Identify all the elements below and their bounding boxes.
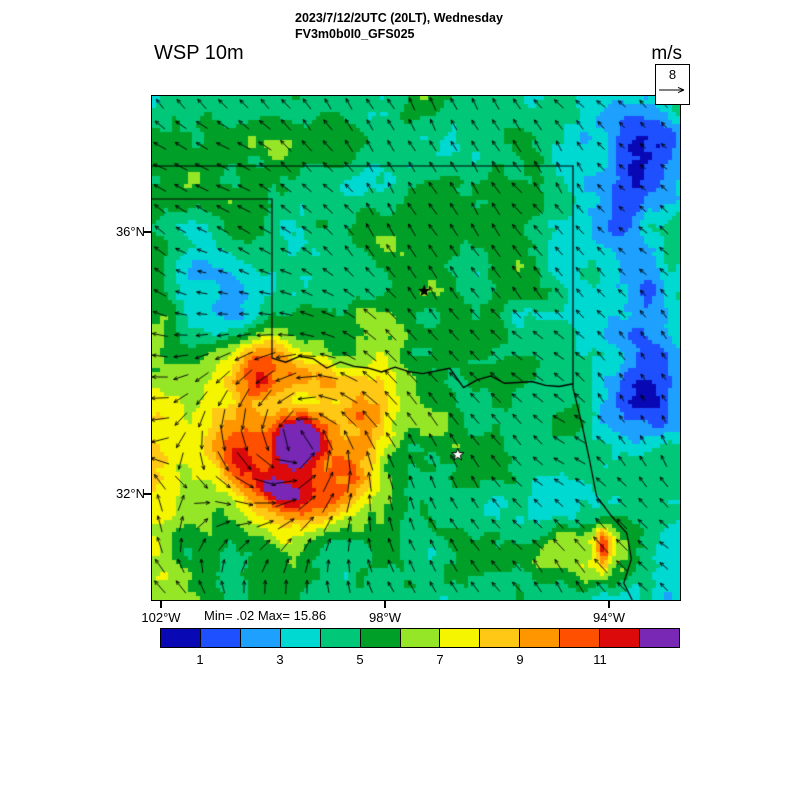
colorbar-segment-8	[480, 629, 521, 647]
colorbar-segment-6	[400, 629, 441, 647]
lon-tick-label-102w: 102°W	[141, 610, 181, 625]
model-title: FV3m0b0I0_GFS025	[295, 27, 415, 41]
colorbar-tick-1: 1	[196, 652, 204, 667]
vector-reference-arrow-icon	[659, 86, 685, 94]
colorbar-segment-0	[161, 629, 201, 647]
lon-tick-mark-98w	[384, 601, 386, 608]
variable-label: WSP 10m	[154, 42, 244, 64]
valid-time-title: 2023/7/12/2UTC (20LT), Wednesday	[295, 11, 503, 25]
colorbar-segment-2	[240, 629, 281, 647]
map-frame	[151, 95, 681, 601]
lon-tick-label-98w: 98°W	[369, 610, 401, 625]
colorbar-segment-12	[640, 629, 679, 647]
colorbar-segment-5	[360, 629, 401, 647]
colorbar-segment-4	[320, 629, 361, 647]
title-block: 2023/7/12/2UTC (20LT), Wednesday FV3m0b0…	[295, 10, 503, 42]
lat-tick-label-32n: 32°N	[115, 486, 145, 501]
colorbar-tick-3: 3	[276, 652, 284, 667]
colorbar-tick-5: 5	[356, 652, 364, 667]
lon-tick-mark-102w	[160, 601, 162, 608]
vector-reference-value: 8	[668, 67, 677, 82]
vector-reference-key: 8	[655, 64, 690, 105]
colorbar-segment-9	[520, 629, 561, 647]
units-label: m/s	[651, 43, 682, 64]
lon-tick-label-94w: 94°W	[593, 610, 625, 625]
lat-tick-mark-32n	[144, 493, 152, 495]
colorbar-segment-7	[440, 629, 481, 647]
colorbar-segment-10	[560, 629, 601, 647]
lat-tick-label-36n: 36°N	[115, 224, 145, 239]
colorbar-segment-11	[600, 629, 641, 647]
colorbar-tick-9: 9	[516, 652, 524, 667]
lon-tick-mark-94w	[608, 601, 610, 608]
wind-speed-map-canvas	[152, 96, 680, 600]
colorbar-tick-11: 11	[593, 652, 607, 667]
colorbar	[160, 628, 680, 648]
min-max-stats: Min= .02 Max= 15.86	[204, 608, 327, 623]
colorbar-segment-1	[200, 629, 241, 647]
colorbar-tick-7: 7	[436, 652, 444, 667]
colorbar-segment-3	[280, 629, 321, 647]
lat-tick-mark-36n	[144, 231, 152, 233]
